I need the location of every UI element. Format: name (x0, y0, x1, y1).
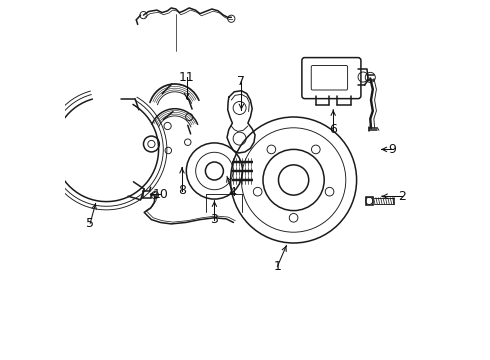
Text: 8: 8 (178, 184, 186, 197)
Text: 2: 2 (398, 190, 406, 203)
Text: 5: 5 (86, 217, 94, 230)
Text: 4: 4 (228, 186, 236, 199)
Text: 10: 10 (152, 188, 169, 201)
Text: 1: 1 (273, 260, 281, 273)
Text: 3: 3 (211, 213, 219, 226)
Text: 11: 11 (179, 71, 195, 84)
Text: 7: 7 (237, 75, 245, 87)
Text: 9: 9 (389, 143, 396, 156)
Text: 6: 6 (329, 123, 337, 136)
